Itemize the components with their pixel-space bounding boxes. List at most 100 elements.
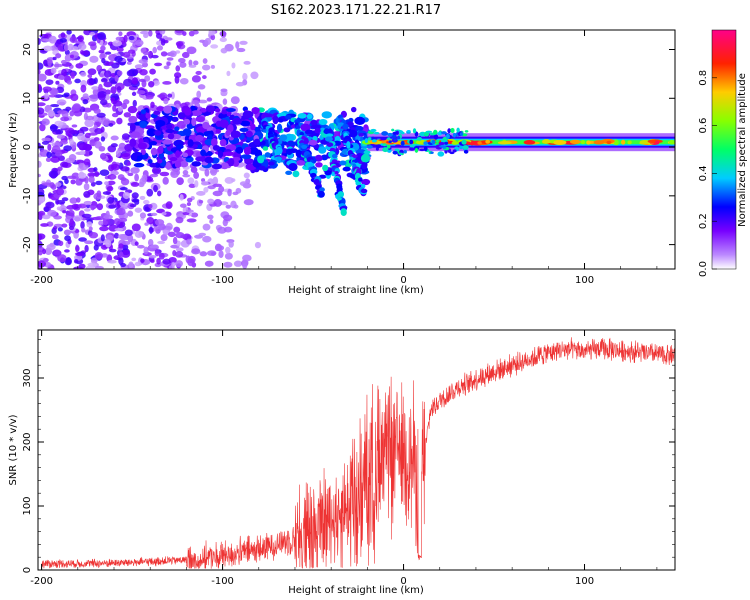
carrier-peak: [523, 140, 536, 145]
noise-blob: [115, 149, 121, 158]
noise-blob: [160, 38, 166, 46]
noise-blob: [63, 44, 69, 52]
signal-blob: [289, 148, 298, 154]
noise-blob: [74, 216, 81, 222]
noise-blob: [116, 207, 126, 216]
noise-blob: [68, 138, 74, 145]
signal-blob: [210, 137, 218, 147]
noise-blob: [155, 32, 163, 39]
noise-blob: [59, 140, 68, 145]
noise-blob: [54, 151, 63, 157]
signal-blob: [133, 162, 145, 168]
chirp-mark: [296, 129, 301, 137]
noise-blob: [47, 109, 55, 117]
noise-blob: [102, 191, 112, 195]
noise-blob: [191, 248, 201, 255]
noise-blob: [81, 213, 92, 218]
chirp-mark: [319, 187, 325, 192]
noise-blob: [196, 90, 202, 99]
noise-blob: [224, 252, 233, 260]
noise-blob: [226, 70, 231, 77]
noise-blob: [231, 62, 236, 69]
signal-blob: [292, 170, 300, 178]
carrier-wiggle: [400, 140, 405, 146]
noise-blob: [51, 145, 61, 154]
noise-blob: [206, 250, 217, 256]
noise-blob: [38, 250, 43, 256]
noise-blob: [64, 54, 72, 62]
signal-blob: [306, 113, 313, 119]
noise-blob: [143, 33, 149, 39]
noise-blob: [146, 188, 154, 197]
noise-blob: [144, 222, 149, 226]
noise-blob: [121, 133, 130, 140]
signal-blob: [321, 111, 332, 119]
noise-blob: [48, 35, 57, 44]
noise-blob: [84, 132, 91, 139]
noise-blob: [158, 223, 166, 231]
signal-blob: [183, 118, 191, 125]
signal-blob: [212, 144, 221, 151]
noise-blob: [70, 71, 75, 79]
noise-blob: [96, 203, 104, 211]
signal-blob: [318, 118, 328, 126]
noise-blob: [128, 261, 134, 268]
noise-blob: [134, 207, 143, 213]
noise-blob: [89, 55, 99, 63]
noise-blob: [179, 77, 189, 85]
carrier-peak: [485, 139, 491, 144]
signal-blob: [149, 140, 158, 146]
noise-blob: [50, 103, 60, 108]
noise-blob: [88, 231, 99, 239]
signal-blob: [145, 112, 151, 119]
noise-blob: [210, 64, 215, 69]
noise-blob: [134, 230, 144, 238]
noise-blob: [57, 75, 65, 80]
noise-blob: [162, 176, 169, 185]
noise-blob: [105, 51, 112, 55]
noise-blob: [81, 227, 86, 233]
noise-blob: [254, 241, 261, 249]
signal-blob: [129, 122, 136, 132]
noise-blob: [55, 198, 60, 205]
noise-blob: [170, 91, 175, 100]
noise-blob: [108, 122, 114, 127]
noise-blob: [204, 37, 212, 45]
signal-blob: [297, 113, 307, 119]
signal-blob: [347, 129, 358, 138]
signal-blob: [149, 162, 157, 168]
noise-blob: [69, 197, 78, 204]
carrier-wiggle: [459, 132, 464, 136]
noise-blob: [42, 248, 47, 255]
noise-blob: [46, 243, 56, 251]
signal-blob: [361, 178, 371, 186]
colorbar-ticks: 0.0 0.2 0.4 0.6 0.8: [698, 70, 717, 277]
signal-blob: [184, 107, 192, 116]
noise-blob: [59, 38, 67, 43]
noise-blob: [103, 214, 113, 220]
noise-blob: [70, 93, 79, 102]
noise-blob: [193, 60, 199, 66]
noise-blob: [100, 45, 106, 51]
carrier-wiggle: [375, 147, 379, 151]
signal-blob: [187, 139, 194, 147]
signal-blob: [279, 134, 288, 141]
noise-blob: [243, 172, 250, 179]
signal-blob: [314, 127, 321, 134]
noise-blob: [127, 210, 134, 217]
noise-blob: [73, 110, 83, 117]
noise-blob: [143, 199, 150, 205]
colorbar-gradient: [711, 29, 737, 270]
carrier-wiggle: [382, 147, 389, 153]
noise-blob: [80, 221, 85, 230]
colorbar-tick-label: 0.6: [698, 118, 709, 134]
noise-blob: [75, 63, 84, 69]
noise-blob: [57, 166, 63, 171]
noise-blob: [38, 173, 42, 178]
carrier-wiggle: [439, 145, 446, 148]
noise-blob: [94, 265, 104, 269]
noise-blob: [103, 70, 112, 78]
chirp-mark: [340, 209, 347, 216]
noise-blob: [84, 150, 90, 157]
noise-blob: [53, 63, 64, 68]
